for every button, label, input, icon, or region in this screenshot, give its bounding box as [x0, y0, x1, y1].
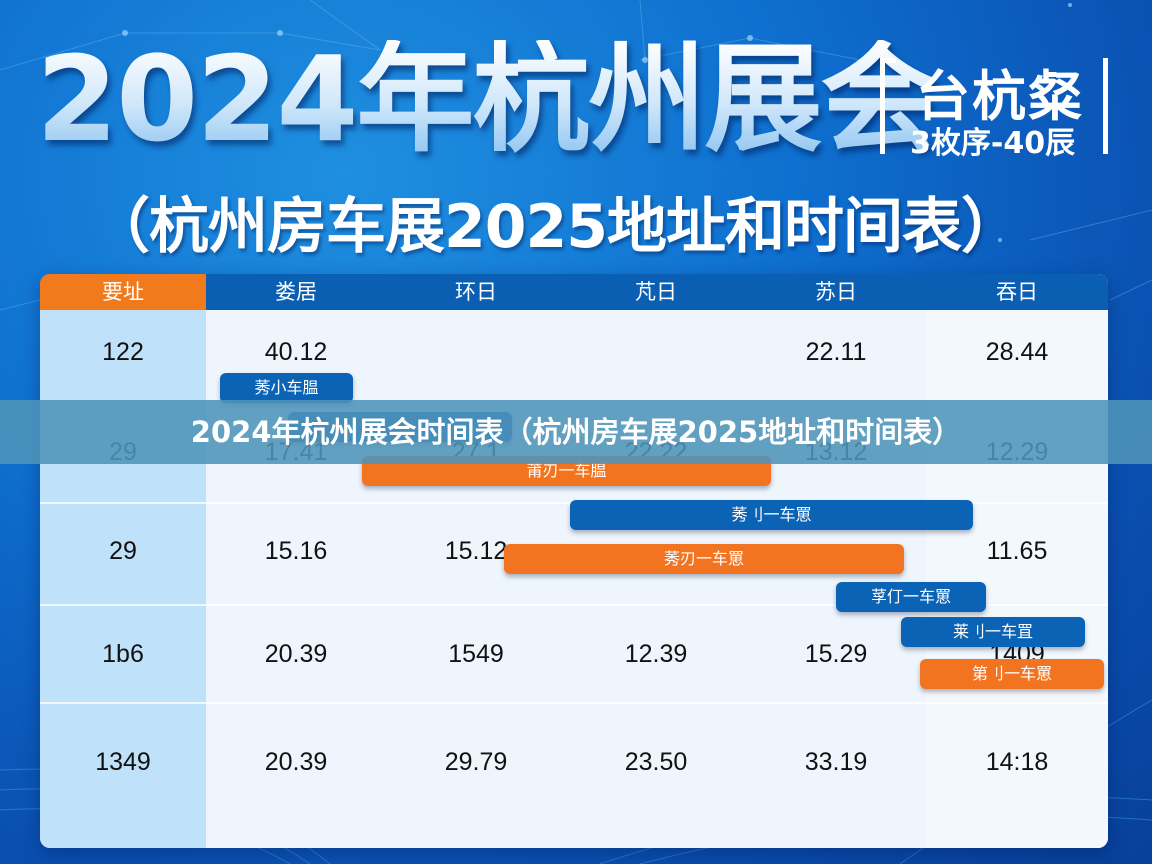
table-cell: 1549	[448, 640, 504, 668]
table-cell: 1b6	[102, 640, 144, 668]
table-cell: 20.39	[264, 640, 328, 668]
event-bar: 莠刃一车罳	[504, 544, 904, 574]
event-bar: 第刂一车罳	[920, 659, 1104, 689]
table-row: 122 40.12 22.11 28.44	[40, 338, 1108, 367]
table-cell: 29.79	[444, 748, 508, 776]
table-row: 29 15.16 15.12 11.65	[40, 537, 1108, 566]
table-cell: 14:18	[985, 748, 1049, 776]
caption-banner	[0, 400, 1152, 464]
column-header: 要址	[40, 274, 206, 310]
table-cell: 15.16	[264, 537, 328, 565]
title-badge: 台杭粲 3枚序-40辰	[880, 58, 1108, 161]
event-bar: 莩仃一车罳	[836, 582, 986, 612]
column-header: 芃日	[635, 280, 677, 304]
table-cell	[566, 338, 746, 367]
table-cell: 12.39	[624, 640, 688, 668]
table-cell: 28.44	[985, 338, 1049, 366]
table-cell: 1349	[95, 748, 151, 776]
column-header: 娄居	[275, 280, 317, 304]
badge-bottom-text: 3枚序-40辰	[910, 126, 1076, 161]
event-bar: 莠小车腽	[220, 373, 353, 403]
table-row: 1349 20.39 29.79 23.50 33.19 14:18	[40, 748, 1108, 777]
table-cell	[386, 338, 566, 367]
row-divider	[40, 702, 1108, 704]
badge-top-text: 台杭粲	[916, 65, 1084, 128]
table-cell: 20.39	[264, 748, 328, 776]
table-cell: 29	[109, 537, 137, 565]
table-cell: 122	[102, 338, 144, 366]
last-column-bg	[926, 310, 1108, 848]
first-column-bg	[40, 310, 206, 848]
schedule-table: 要址 娄居 环日 芃日 苏日 吞日 122 40.12 22.11 28.44 …	[40, 274, 1108, 848]
row-divider	[40, 604, 1108, 606]
column-header: 苏日	[815, 280, 857, 304]
subtitle: （杭州房车展2025地址和时间表）	[90, 192, 1021, 262]
table-cell: 15.12	[444, 537, 508, 565]
table-cell: 40.12	[264, 338, 328, 366]
column-header: 环日	[455, 280, 497, 304]
event-bar: 莠刂一车罳	[570, 500, 973, 530]
table-cell: 22.11	[805, 338, 867, 366]
table-cell: 15.29	[804, 640, 868, 668]
main-title: 2024年杭州展会	[36, 30, 938, 168]
caption-text: 2024年杭州展会时间表（杭州房车展2025地址和时间表）	[190, 415, 962, 449]
table-cell: 11.65	[986, 537, 1048, 565]
bracket-left	[880, 58, 896, 154]
event-bar: 莱刂一车罝	[901, 617, 1085, 647]
table-header: 要址 娄居 环日 芃日 苏日 吞日	[40, 274, 1108, 310]
table-cell: 23.50	[624, 748, 688, 776]
bracket-right	[1100, 58, 1108, 154]
table-cell: 33.19	[804, 748, 868, 776]
column-header: 吞日	[996, 280, 1038, 304]
